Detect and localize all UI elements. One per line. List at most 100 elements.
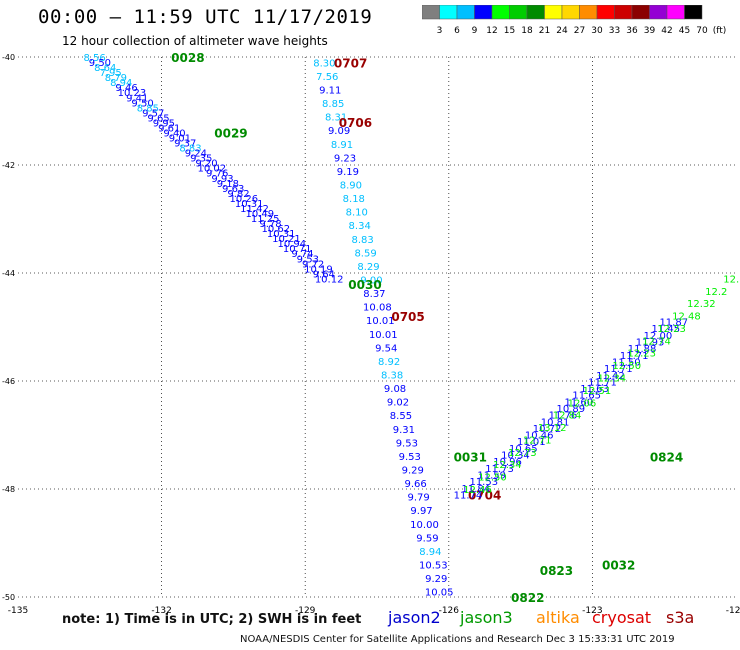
wave-height-label: 12.00 [644,331,673,342]
wave-height-label: 11.50 [612,357,641,368]
wave-height-label: 9.97 [410,506,432,517]
wave-height-label: 8.91 [331,140,353,151]
wave-height-label: 12.50 [612,361,641,372]
wave-height-label: 11.45 [652,324,681,335]
scale-label: 3 [437,26,443,36]
wave-height-label: 7.56 [316,72,338,83]
wave-height-label: 9.57 [142,108,164,119]
wave-height-label: 8.85 [137,103,159,114]
scale-label: 45 [679,26,690,36]
wave-height-label: 8.94 [419,547,441,558]
wave-height-label: 9.61 [158,123,180,134]
wave-height-label: 9.11 [319,86,341,97]
wave-height-label: 9.74 [291,249,313,260]
scale-label: 36 [626,26,638,36]
wave-height-label: 9.50 [131,98,153,109]
pass-time-label: 0707 [334,56,367,70]
pass-time-label: 0030 [348,278,381,292]
wave-height-label: 9.79 [407,493,429,504]
scale-label: 39 [644,26,656,36]
scale-label: 18 [521,26,533,36]
pass-time-label: 0032 [602,559,635,573]
wave-height-label: 11.63 [580,384,609,395]
wave-height-label: 11.71 [604,364,633,375]
wave-height-label: 8.30 [313,58,335,69]
wave-height-label: 10.65 [509,444,538,455]
wave-height-label: 9.72 [302,259,324,270]
wave-height-label: 8.83 [352,235,374,246]
wave-height-label: 10.01 [366,316,395,327]
x-tick-label: -129 [295,606,316,616]
wave-height-label: 9.53 [297,254,319,265]
pass-time-label: 0705 [391,310,424,324]
wave-height-label: 10.49 [246,209,275,220]
scale-label: 30 [591,26,603,36]
scale-label: 27 [574,26,585,36]
wave-height-label: 9.01 [169,134,191,145]
wave-height-label: 9.00 [360,276,382,287]
pass-time-label: 0028 [171,51,204,65]
scale-label: 9 [472,26,478,36]
y-tick-label: -48 [2,485,15,494]
wave-height-label: 10.31 [267,229,296,240]
wave-height-label: 11.87 [659,318,688,329]
chart-title: 00:00 — 11:59 UTC 11/17/2019 [38,6,373,28]
scale-label: 24 [556,26,568,36]
wave-height-label: 10.34 [501,451,530,462]
satellite-legend-cryosat: cryosat [592,608,652,627]
wave-height-label: 9.53 [399,452,421,463]
x-tick-label: -126 [439,606,460,616]
wave-height-label: 8.29 [357,262,379,273]
wave-height-label: 9.66 [405,479,427,490]
wave-height-label: 8.83 [179,144,201,155]
wave-height-label: 9.59 [416,533,438,544]
wave-height-label: 9.08 [384,384,406,395]
wave-height-label: 10.23 [118,88,147,99]
scale-label: 15 [504,26,515,36]
wave-height-label: 12.23 [627,349,656,360]
wave-height-label: 10.72 [533,424,562,435]
x-tick-label: -135 [8,606,28,616]
wave-height-label: 13.12 [538,423,567,434]
units-note: note: 1) Time is in UTC; 2) SWH is in fe… [62,612,362,627]
wave-height-label: 11.74 [454,490,483,501]
wave-height-label: 11.53 [469,477,498,488]
wave-height-label: 9.29 [425,574,447,585]
wave-height-label: 12.2 [705,287,727,298]
y-tick-label: -40 [2,53,15,62]
wave-height-label: 9.29 [402,465,424,476]
scale-label: (ft) [713,26,727,36]
pass-time-label: 0704 [468,488,501,502]
wave-height-label: 10.96 [493,457,522,468]
wave-height-label: 10.12 [315,274,344,285]
wave-height-label: 8.94 [110,78,132,89]
wave-height-label: 8.18 [343,194,365,205]
wave-height-label: 11.93 [636,338,665,349]
wave-height-label: 12.48 [672,312,701,323]
wave-height-label: 12.34 [493,460,522,471]
wave-height-label: 12.46 [463,485,492,496]
wave-height-label: 8.34 [349,221,371,232]
wave-height-label: 8.85 [322,99,344,110]
y-tick-label: -44 [2,269,15,278]
satellite-legend-altika: altika [536,608,580,627]
wave-height-label: 9.50 [89,58,111,69]
wave-height-label: 9.76 [206,169,228,180]
wave-height-label: 10.89 [557,404,586,415]
wave-height-label: 8.56 [83,53,105,64]
wave-height-label: 9.18 [217,179,239,190]
wave-height-label: 11.84 [462,484,491,495]
pass-time-label: 0822 [511,591,544,605]
satellite-legend-s3a: s3a [666,608,695,627]
wave-height-label: 7.95 [99,68,121,79]
pass-time-label: 0823 [540,564,573,578]
wave-height-label: 8.55 [390,411,412,422]
wave-height-label: 9.64 [313,269,335,280]
wave-height-label: 10.46 [525,431,554,442]
wave-height-label: 11.71 [620,351,649,362]
wave-height-label: 12.51 [583,386,612,397]
wave-height-label: 9.53 [396,438,418,449]
wave-height-label: 9.20 [195,159,217,170]
pass-time-label: 0824 [650,451,683,465]
